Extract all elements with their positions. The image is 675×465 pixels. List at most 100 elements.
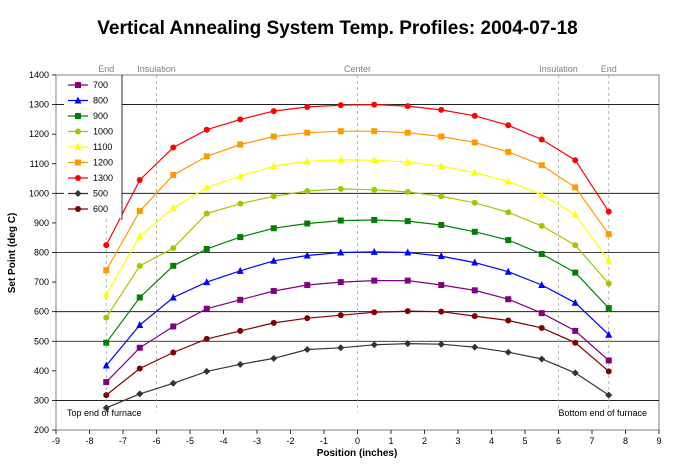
series-line-1200: [105, 130, 610, 271]
data-point-1200: [371, 128, 378, 135]
x-tick-label: -9: [52, 436, 60, 446]
data-point-800: [236, 266, 244, 274]
legend-item-600: 600: [68, 204, 108, 214]
data-point-1000: [505, 209, 512, 216]
legend-item-1000: 1000: [68, 127, 113, 137]
data-point-800: [203, 278, 211, 286]
data-point-1100: [571, 210, 579, 218]
legend-marker-1200: [75, 159, 81, 166]
data-point-1100: [404, 157, 412, 165]
x-tick-label: 0: [355, 436, 360, 446]
y-tick-label: 700: [34, 277, 49, 287]
legend-item-800: 800: [68, 96, 108, 106]
data-point-800: [538, 281, 546, 289]
data-point-1200: [270, 133, 277, 140]
data-point-1000: [337, 185, 344, 192]
data-point-1000: [371, 186, 378, 193]
data-point-1000: [170, 245, 177, 252]
data-point-700: [605, 357, 612, 364]
x-tick-label: 9: [656, 436, 661, 446]
data-point-700: [371, 277, 378, 284]
data-point-800: [102, 361, 110, 369]
data-point-700: [203, 305, 210, 312]
series-line-700: [105, 280, 610, 383]
data-point-700: [237, 296, 244, 303]
data-point-700: [505, 296, 512, 303]
x-tick-label: -8: [85, 436, 93, 446]
data-point-800: [270, 256, 278, 264]
data-point-800: [605, 330, 613, 338]
chart-title: Vertical Annealing System Temp. Profiles…: [97, 18, 578, 39]
x-tick-label: 5: [522, 436, 527, 446]
data-point-500: [169, 379, 177, 387]
data-point-1000: [270, 193, 277, 200]
data-point-1300: [304, 103, 311, 110]
data-point-1300: [572, 157, 579, 164]
legend-item-1300: 1300: [68, 173, 113, 183]
data-point-800: [471, 258, 479, 266]
region-label-3: Insulation: [539, 64, 578, 74]
data-point-600: [538, 324, 545, 331]
legend-label-1000: 1000: [93, 127, 113, 137]
legend-item-1100: 1100: [68, 142, 112, 152]
x-tick-label: -2: [286, 436, 294, 446]
data-point-900: [337, 217, 344, 224]
data-point-1200: [404, 129, 411, 136]
legend-label-800: 800: [93, 96, 108, 106]
region-label-4: End: [601, 64, 617, 74]
series-1000: [103, 185, 612, 321]
data-point-1300: [471, 112, 478, 119]
y-tick-label: 1400: [29, 70, 49, 80]
data-point-900: [572, 269, 579, 276]
data-point-900: [438, 221, 445, 228]
data-point-500: [236, 360, 244, 368]
series-line-600: [105, 310, 610, 396]
data-point-900: [404, 218, 411, 225]
series-line-800: [105, 251, 610, 366]
data-point-1000: [304, 187, 311, 194]
data-point-600: [404, 308, 411, 315]
data-point-600: [438, 308, 445, 315]
legend-label-600: 600: [93, 204, 108, 214]
y-tick-label: 800: [34, 248, 49, 258]
annotation-top-end: Top end of furnace: [67, 408, 142, 418]
data-point-1300: [103, 242, 110, 249]
data-point-1300: [170, 144, 177, 151]
data-point-1300: [371, 101, 378, 108]
data-point-1100: [504, 177, 512, 185]
data-point-600: [337, 312, 344, 319]
series-500: [102, 340, 613, 412]
series-1200: [103, 128, 612, 274]
series-layer: [102, 101, 613, 412]
y-tick-label: 200: [34, 425, 49, 435]
data-point-1000: [237, 200, 244, 207]
data-point-600: [203, 335, 210, 342]
data-point-1000: [103, 314, 110, 321]
data-point-500: [102, 404, 110, 412]
x-tick-label: 2: [422, 436, 427, 446]
data-point-1000: [404, 188, 411, 195]
x-tick-label: -5: [186, 436, 194, 446]
data-point-1100: [471, 168, 479, 176]
data-point-700: [170, 323, 177, 330]
data-point-1200: [304, 129, 311, 136]
data-point-700: [404, 277, 411, 284]
data-point-1200: [237, 141, 244, 148]
series-line-1300: [105, 103, 610, 246]
legend-item-700: 700: [68, 80, 108, 90]
legend-label-1200: 1200: [93, 158, 113, 168]
data-point-1300: [505, 122, 512, 129]
data-point-500: [270, 354, 278, 362]
legend-label-500: 500: [93, 189, 108, 199]
x-tick-label: -3: [253, 436, 261, 446]
x-tick-label: 4: [489, 436, 494, 446]
data-point-500: [504, 348, 512, 356]
data-point-1000: [471, 199, 478, 206]
data-point-1100: [136, 232, 144, 240]
legend-marker-1000: [75, 128, 81, 135]
data-point-1300: [136, 177, 143, 184]
data-point-1200: [203, 153, 210, 160]
data-point-500: [571, 369, 579, 377]
data-point-1300: [404, 103, 411, 110]
